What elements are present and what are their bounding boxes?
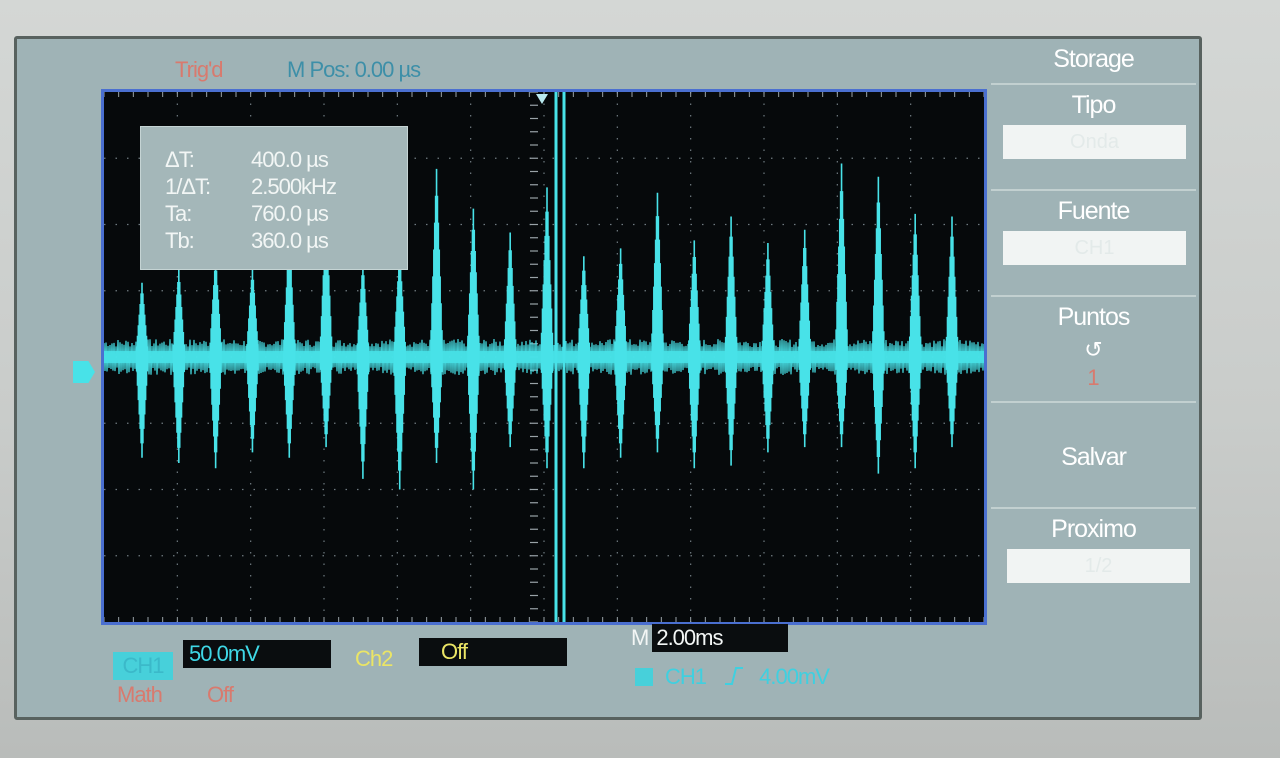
cursor-measurement-panel: ΔT: 400.0 µs 1/ΔT: 2.500kHz Ta: 760.0 µs… [140, 126, 408, 270]
ch1-burst-spike [319, 213, 333, 448]
measure-label: 1/ΔT: [165, 174, 211, 199]
channel-status-bar: CH1 50.0mV Ch2 Off M 2.00ms CH1 4.00mV Ma… [17, 624, 1199, 720]
menu-item-label: Puntos [1057, 303, 1131, 331]
menu-item-tipo[interactable]: Tipo Onda [991, 83, 1196, 189]
ch1-burst-spike [503, 232, 517, 448]
menu-item-label: Proximo [1051, 515, 1137, 543]
trigger-status: Trig'd [175, 57, 224, 82]
ch1-burst-spike [651, 192, 664, 453]
ch1-burst-spike [688, 240, 701, 469]
ch1-burst-spike [135, 282, 149, 458]
ch1-burst-spike [209, 256, 222, 469]
menu-item-label: Tipo [1071, 91, 1117, 119]
trigger-position-icon [536, 94, 548, 104]
ch1-burst-spike [798, 229, 811, 448]
ch1-burst-spike [577, 256, 591, 469]
ch1-burst-spike [614, 248, 627, 458]
ch2-volts-per-div: Off [419, 638, 567, 666]
menu-item-puntos[interactable]: Puntos ↺ 1 [991, 295, 1196, 401]
ch1-burst-spike [872, 176, 885, 474]
measure-value: 2.500kHz [251, 174, 337, 199]
ch1-ground-marker-icon[interactable] [73, 361, 95, 383]
menu-item-salvar[interactable]: Salvar [991, 401, 1196, 507]
waveform-graticule: ΔT: 400.0 µs 1/ΔT: 2.500kHz Ta: 760.0 µs… [101, 89, 987, 625]
storage-menu: Storage Tipo Onda Fuente CH1 Puntos ↺ 1 … [987, 39, 1200, 617]
trigger-level: 4.00mV [759, 664, 830, 689]
ch1-volts-per-div: 50.0mV [183, 640, 331, 668]
horizontal-position-readout: M Pos: 0.00 µs [287, 57, 421, 82]
ch1-burst-spike [283, 235, 296, 458]
menu-item-label: Fuente [1057, 197, 1131, 225]
ch1-burst-spike [393, 251, 406, 490]
status-bar: Trig'd M Pos: 0.00 µs [17, 39, 982, 87]
timebase-value: 2.00ms [652, 624, 789, 652]
menu-item-value: 1/2 [1007, 549, 1190, 583]
trigger-source: CH1 [665, 664, 707, 689]
ch1-burst-spike [761, 243, 775, 453]
ch1-burst-spike [540, 187, 554, 469]
menu-item-label: Salvar [1061, 443, 1127, 471]
ch1-burst-spike [835, 163, 848, 448]
measure-label: ΔT: [165, 147, 195, 172]
menu-item-proximo[interactable]: Proximo 1/2 [991, 507, 1196, 613]
math-value: Off [207, 682, 234, 707]
ch1-burst-spike [356, 261, 370, 479]
ch1-burst-spike [908, 213, 922, 469]
ch1-burst-spike [172, 269, 186, 463]
measure-value: 360.0 µs [251, 228, 329, 253]
oscilloscope-display: Trig'd M Pos: 0.00 µs ΔT: 400.0 µs 1/ΔT:… [14, 36, 1202, 720]
rotate-knob-icon: ↺ [1084, 337, 1103, 362]
menu-item-value: CH1 [1003, 231, 1186, 265]
trigger-indicator-icon [635, 668, 653, 686]
menu-item-value: 1 [1087, 365, 1100, 390]
ch1-burst-spike [246, 266, 259, 453]
measure-label: Ta: [165, 201, 192, 226]
measure-value: 400.0 µs [251, 147, 329, 172]
ch1-burst-spike [467, 208, 480, 490]
ch1-burst-spike [430, 168, 443, 463]
trigger-readout: CH1 4.00mV [635, 664, 830, 690]
rising-edge-icon [725, 667, 744, 685]
timebase-readout: M 2.00ms [631, 624, 799, 652]
menu-item-value: Onda [1003, 125, 1186, 159]
ch1-burst-spike [945, 216, 959, 448]
menu-title: Storage [1053, 45, 1135, 73]
graticule-grid [104, 92, 984, 622]
ch2-label[interactable]: Ch2 [355, 646, 393, 671]
timebase-prefix: M [631, 625, 649, 650]
measure-label: Tb: [165, 228, 195, 253]
ch1-label[interactable]: CH1 [113, 652, 173, 680]
menu-item-fuente[interactable]: Fuente CH1 [991, 189, 1196, 295]
math-label[interactable]: Math [117, 682, 163, 707]
ch1-burst-spike [724, 216, 738, 466]
measure-value: 760.0 µs [251, 201, 329, 226]
